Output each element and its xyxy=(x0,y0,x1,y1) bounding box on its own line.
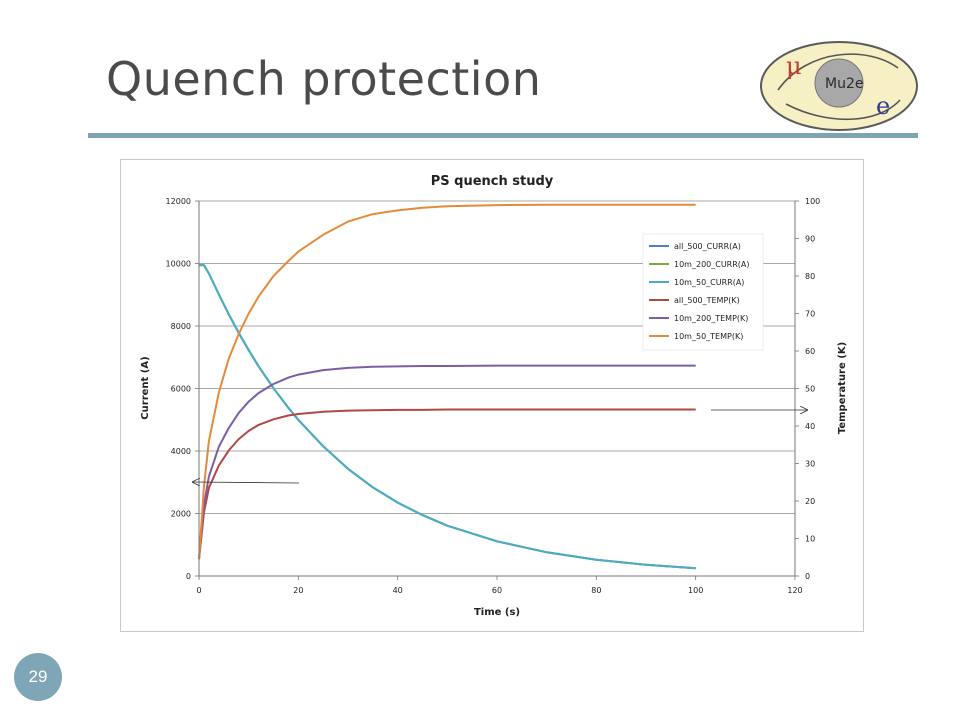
series-line-1 xyxy=(199,264,696,570)
y-tick-label-2000: 2000 xyxy=(171,510,191,519)
logo-mu: μ xyxy=(786,52,802,80)
y-tick-label-0: 0 xyxy=(186,572,191,581)
chart-title: PS quench study xyxy=(431,174,554,189)
y2-tick-label-100: 100 xyxy=(805,197,820,206)
series-layer xyxy=(198,203,696,570)
y-axis-label: Current (A) xyxy=(140,356,151,419)
y2-tick-label-40: 40 xyxy=(805,422,815,431)
legend-box xyxy=(642,233,764,351)
y2-tick-label-90: 90 xyxy=(805,235,815,244)
y-tick-label-4000: 4000 xyxy=(171,447,191,456)
logo-text: Mu2e xyxy=(825,76,863,92)
axis-layer: 0 2000 4000 6000 8000 10000 12000 0 10 20 30 40 50 60… xyxy=(166,197,821,595)
ps-quench-chart: PS quench study 020004000600080001000012… xyxy=(140,174,848,618)
y-tick-label-12000: 12000 xyxy=(166,197,191,206)
x-tick-label-0: 0 xyxy=(196,586,201,595)
legend-label-1: 10m_200_CURR(A) xyxy=(674,260,750,269)
title-rule xyxy=(88,133,918,138)
series-line-2 xyxy=(199,264,696,570)
page-number-badge: 29 xyxy=(14,653,62,701)
y2-tick-label-30: 30 xyxy=(805,460,815,469)
y2-tick-label-70: 70 xyxy=(805,310,815,319)
series-line-4 xyxy=(198,364,696,560)
series-line-5 xyxy=(198,203,696,560)
x-axis-label: Time (s) xyxy=(474,607,520,618)
x-tick-label-20: 20 xyxy=(293,586,303,595)
legend-label-4: 10m_200_TEMP(K) xyxy=(674,314,748,323)
y2-axis-label: Temperature (K) xyxy=(837,342,848,434)
y2-tick-label-20: 20 xyxy=(805,497,815,506)
y-tick-label-10000: 10000 xyxy=(166,260,191,269)
series-line-0 xyxy=(199,264,696,570)
x-tick-label-80: 80 xyxy=(591,586,601,595)
y2-tick-label-50: 50 xyxy=(805,385,815,394)
legend-label-2: 10m_50_CURR(A) xyxy=(674,278,744,287)
chart-frame: PS quench study 0 2000 4000 6000 8000 10000 12… xyxy=(120,159,864,632)
legend-label-0: all_500_CURR(A) xyxy=(674,242,741,251)
y2-tick-label-0: 0 xyxy=(805,572,810,581)
y-tick-label-6000: 6000 xyxy=(171,385,191,394)
legend-layer: all_500_CURR(A) 10m_200_CURR(A) 10m_50_CUR… xyxy=(642,233,764,351)
x-tick-label-120: 120 xyxy=(787,586,802,595)
x-tick-label-60: 60 xyxy=(492,586,502,595)
y2-tick-label-10: 10 xyxy=(805,535,815,544)
legend-label-3: all_500_TEMP(K) xyxy=(674,296,740,305)
mu2e-logo: Mu2e μ e xyxy=(760,41,918,131)
y2-tick-label-80: 80 xyxy=(805,272,815,281)
legend-label-5: 10m_50_TEMP(K) xyxy=(674,332,743,341)
current-axis-arrow xyxy=(193,482,300,483)
slide-title: Quench protection xyxy=(106,52,542,106)
x-tick-label-40: 40 xyxy=(393,586,403,595)
x-tick-label-100: 100 xyxy=(688,586,703,595)
y-tick-label-8000: 8000 xyxy=(171,322,191,331)
series-line-3 xyxy=(198,408,696,560)
y2-tick-label-60: 60 xyxy=(805,347,815,356)
logo-e: e xyxy=(876,92,890,120)
